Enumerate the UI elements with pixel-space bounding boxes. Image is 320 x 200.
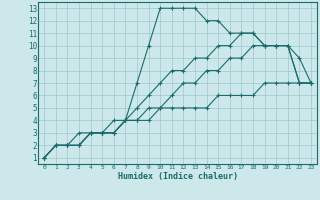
X-axis label: Humidex (Indice chaleur): Humidex (Indice chaleur) [118,172,238,181]
